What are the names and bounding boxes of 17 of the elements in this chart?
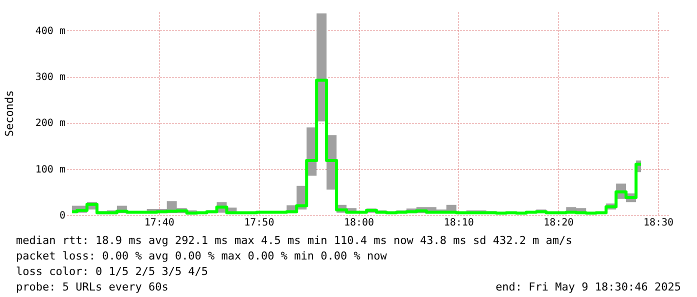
x-tick-label: 18:30	[643, 218, 674, 228]
x-tick-label: 17:50	[244, 218, 274, 228]
y-tick-label: 100 m	[35, 164, 66, 176]
x-tick-label: 18:20	[544, 218, 574, 228]
y-tick-label: 200 m	[35, 118, 66, 130]
y-tick-label: 0	[59, 210, 66, 222]
text: probe: 5 URLs every 60s	[16, 280, 168, 294]
text: end: Fri May 9 18:30:46 2025	[496, 280, 681, 294]
y-tick-label: 300 m	[35, 72, 66, 84]
text: packet loss: 0.00 % avg 0.00 % max 0.00 % min 0.00 % now	[16, 250, 388, 262]
text: median rtt: 18.9 ms avg 292.1 ms max 4.5 ms min 110.4 ms now 43.8 ms sd 432.2 m am/s	[16, 234, 572, 247]
x-tick-label: 18:00	[344, 218, 374, 228]
y-tick-label: 400 m	[35, 26, 66, 37]
x-tick-label: 17:40	[144, 218, 174, 228]
x-tick-label: 18:10	[444, 218, 474, 228]
y-axis-title: Seconds	[3, 90, 16, 137]
text: loss color: 0 1/5 2/5 3/5 4/5	[16, 265, 208, 278]
